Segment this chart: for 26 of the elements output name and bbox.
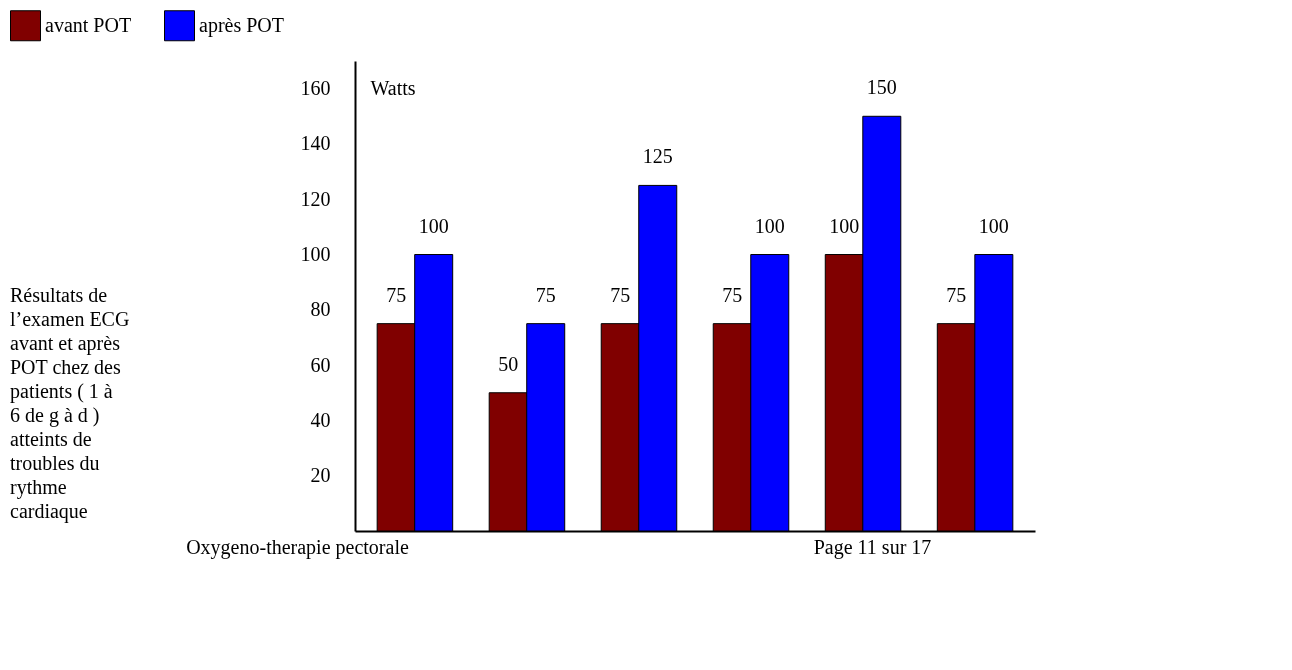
y-tick-label: 20 (310, 464, 331, 487)
data-label: 100 (418, 214, 449, 237)
chart-title: Résultats de l’examen ECG avant et après POT chez des patients ( 1 à 6 de g à d ) atteints de troubles du rythme cardiaque (10, 284, 130, 522)
data-label: 100 (754, 214, 785, 237)
legend-label: avant POT (45, 13, 132, 36)
legend-label: après POT (199, 13, 284, 37)
y-tick-label: 80 (310, 298, 331, 321)
y-axis-title: Watts (370, 77, 416, 100)
data-label: 75 (946, 283, 967, 306)
data-label: 150 (866, 76, 897, 99)
data-label: 50 (498, 352, 519, 375)
y-tick-label: 40 (310, 408, 331, 431)
data-label: 100 (829, 214, 860, 237)
data-label: 75 (610, 283, 631, 306)
text: Page 11 sur 17 (813, 536, 932, 559)
data-label: 75 (535, 283, 556, 306)
text: Oxygeno-therapie pectorale (186, 536, 409, 559)
y-tick-label: 140 (300, 132, 331, 155)
y-tick-label: 120 (300, 187, 331, 210)
y-tick-label: 160 (300, 77, 331, 100)
data-label: 75 (722, 283, 743, 306)
y-tick-label: 100 (300, 243, 331, 266)
data-label: 100 (978, 214, 1009, 237)
data-label: 75 (386, 283, 407, 306)
y-tick-label: 60 (310, 353, 331, 376)
data-label: 125 (642, 145, 673, 168)
